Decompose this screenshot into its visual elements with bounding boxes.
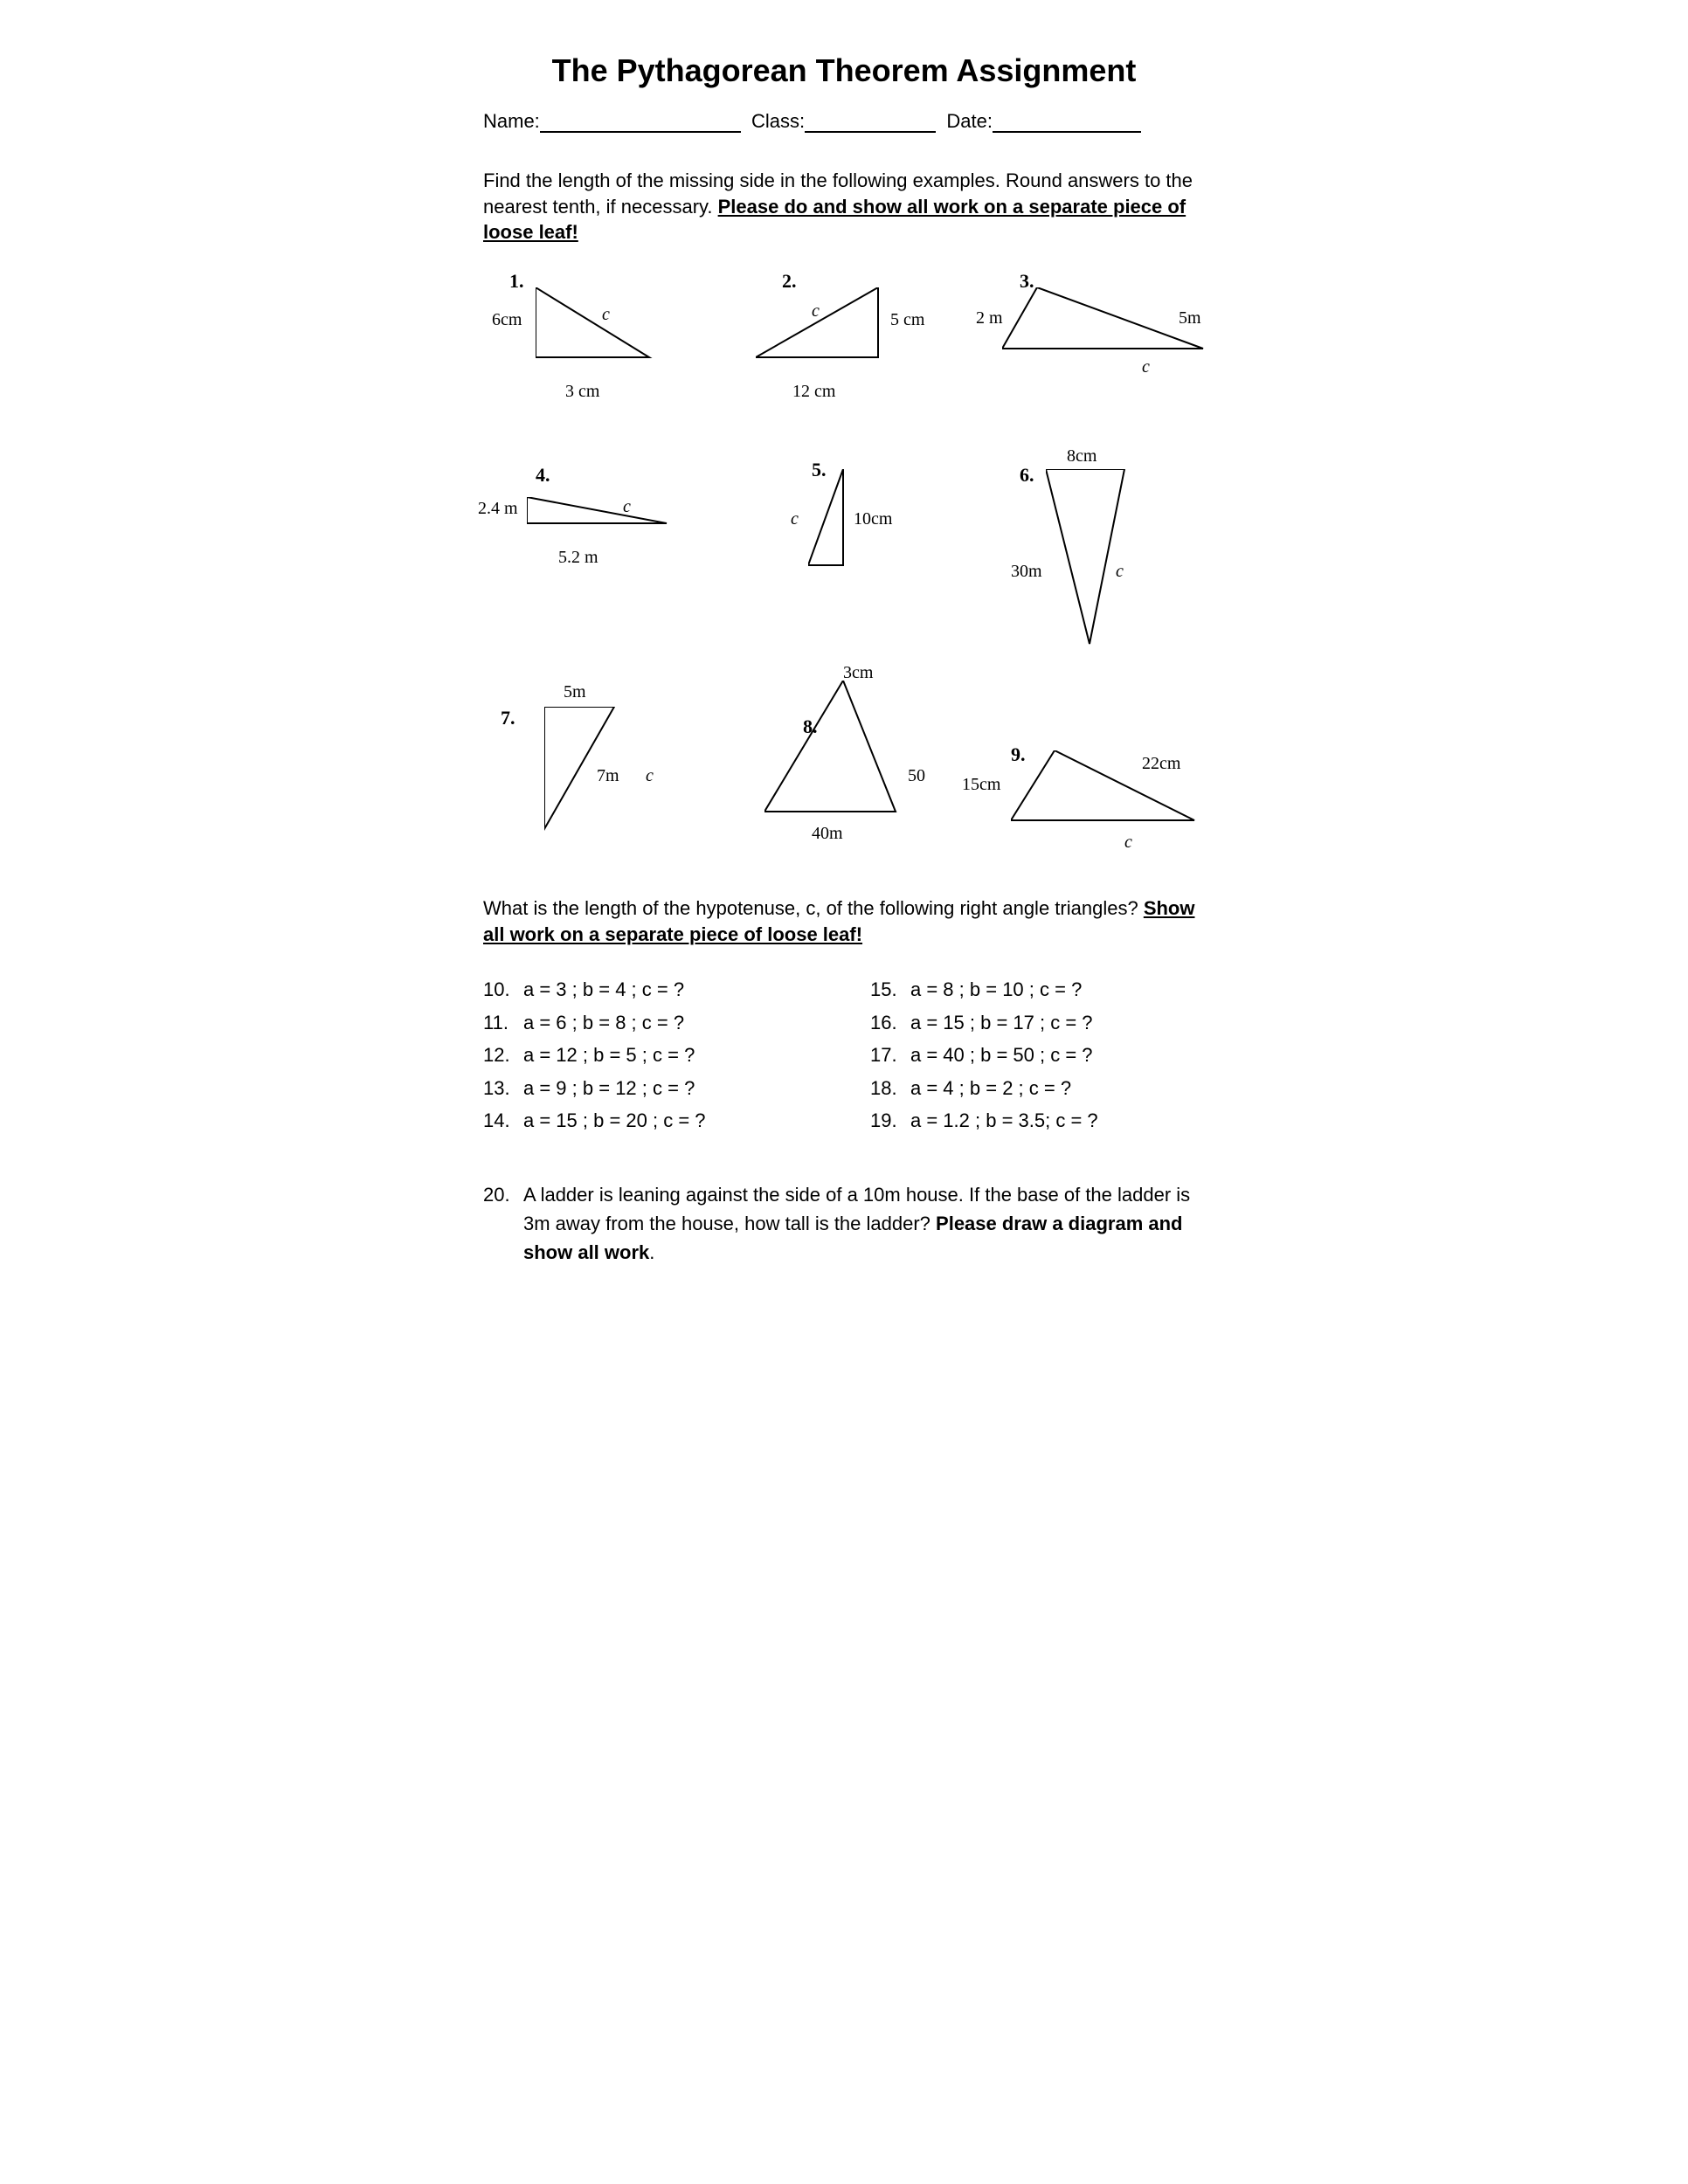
abc-row: 13.a = 9 ; b = 12 ; c = ? — [483, 1072, 818, 1104]
abc-left-column: 10.a = 3 ; b = 4 ; c = ?11.a = 6 ; b = 8… — [483, 973, 818, 1137]
triangle-number: 4. — [536, 464, 550, 487]
triangle-label: c — [623, 497, 631, 517]
class-label: Class: — [751, 110, 805, 132]
triangle-label: c — [646, 766, 654, 786]
abc-row-text: a = 3 ; b = 4 ; c = ? — [523, 973, 684, 1006]
abc-row: 12.a = 12 ; b = 5 ; c = ? — [483, 1039, 818, 1071]
triangle-svg — [527, 497, 675, 532]
triangle-label: 12 cm — [792, 382, 835, 402]
date-label: Date: — [946, 110, 993, 132]
word-problem: 20. A ladder is leaning against the side… — [483, 1180, 1205, 1267]
triangle-label: c — [1124, 833, 1132, 853]
triangle-cell-1: 1. 6cm c 3 cm — [483, 270, 712, 445]
abc-row-number: 19. — [870, 1104, 910, 1137]
abc-row-number: 10. — [483, 973, 523, 1006]
abc-row-number: 14. — [483, 1104, 523, 1137]
triangle-cell-6: 6.8cm30mc — [976, 453, 1205, 663]
triangle-cell-4: 4.2.4 mc5.2 m — [483, 453, 712, 628]
triangle-cell-7: 7. 5m 7m c — [483, 672, 712, 864]
triangle-label: 2 m — [976, 308, 1003, 328]
abc-row: 15.a = 8 ; b = 10 ; c = ? — [870, 973, 1205, 1006]
date-blank[interactable] — [993, 131, 1141, 133]
abc-row: 14.a = 15 ; b = 20 ; c = ? — [483, 1104, 818, 1137]
word-problem-text: A ladder is leaning against the side of … — [523, 1180, 1205, 1267]
abc-row: 19.a = 1.2 ; b = 3.5; c = ? — [870, 1104, 1205, 1137]
abc-row-text: a = 8 ; b = 10 ; c = ? — [910, 973, 1082, 1006]
triangle-label: c — [1142, 357, 1150, 377]
triangle-label: 5.2 m — [558, 548, 598, 568]
name-blank[interactable] — [540, 131, 741, 133]
abc-row-number: 15. — [870, 973, 910, 1006]
triangle-label: 3 cm — [565, 382, 599, 402]
triangle-svg — [764, 681, 904, 820]
triangle-cell-5: 5.c10cm — [730, 453, 958, 628]
triangle-number: 1. — [509, 270, 524, 293]
triangle-label: 22cm — [1142, 754, 1180, 774]
triangle-label: 6cm — [492, 310, 522, 330]
triangle-label: 30m — [1011, 562, 1042, 582]
triangle-label: 5m — [564, 682, 586, 702]
triangle-label: 40m — [812, 824, 843, 844]
abc-row-number: 11. — [483, 1006, 523, 1039]
abc-row-text: a = 40 ; b = 50 ; c = ? — [910, 1039, 1093, 1071]
page-title: The Pythagorean Theorem Assignment — [483, 52, 1205, 89]
abc-row-text: a = 1.2 ; b = 3.5; c = ? — [910, 1104, 1098, 1137]
triangle-label: 5 cm — [890, 310, 924, 330]
abc-row-number: 16. — [870, 1006, 910, 1039]
triangle-svg — [1046, 469, 1133, 653]
triangle-label: 50 — [908, 766, 925, 786]
triangle-cell-2: 2.c5 cm12 cm — [730, 270, 958, 445]
abc-row-number: 13. — [483, 1072, 523, 1104]
abc-row: 10.a = 3 ; b = 4 ; c = ? — [483, 973, 818, 1006]
abc-row: 11.a = 6 ; b = 8 ; c = ? — [483, 1006, 818, 1039]
abc-row-number: 12. — [483, 1039, 523, 1071]
worksheet-page: The Pythagorean Theorem Assignment Name:… — [422, 0, 1266, 1319]
triangle-label: 8cm — [1067, 446, 1097, 467]
triangle-label: c — [602, 305, 610, 325]
abc-row-text: a = 15 ; b = 20 ; c = ? — [523, 1104, 706, 1137]
triangle-cell-3: 3.2 m5mc — [976, 270, 1205, 445]
abc-row-number: 17. — [870, 1039, 910, 1071]
abc-row-text: a = 4 ; b = 2 ; c = ? — [910, 1072, 1071, 1104]
triangle-number: 7. — [501, 707, 515, 729]
triangle-label: 7m — [597, 766, 619, 786]
triangle-label: 5m — [1179, 308, 1201, 328]
instructions-2: What is the length of the hypotenuse, c,… — [483, 895, 1205, 947]
abc-right-column: 15.a = 8 ; b = 10 ; c = ?16.a = 15 ; b =… — [870, 973, 1205, 1137]
triangle-cell-8: 8.3cm5040m — [730, 672, 958, 864]
abc-row-text: a = 15 ; b = 17 ; c = ? — [910, 1006, 1093, 1039]
triangle-label: c — [812, 301, 820, 321]
triangle-svg — [808, 469, 852, 574]
triangle-label: 3cm — [843, 663, 873, 683]
triangle-label: 10cm — [854, 509, 892, 529]
triangle-number: 6. — [1020, 464, 1034, 487]
instructions-2-text: What is the length of the hypotenuse, c,… — [483, 897, 1144, 919]
triangle-cell-9: 9.15cm22cmc — [976, 672, 1205, 864]
abc-row-number: 18. — [870, 1072, 910, 1104]
abc-row: 18.a = 4 ; b = 2 ; c = ? — [870, 1072, 1205, 1104]
abc-row: 16.a = 15 ; b = 17 ; c = ? — [870, 1006, 1205, 1039]
word-problem-num: 20. — [483, 1180, 523, 1267]
triangle-label: 2.4 m — [478, 499, 518, 519]
triangle-svg — [536, 287, 658, 366]
abc-row: 17.a = 40 ; b = 50 ; c = ? — [870, 1039, 1205, 1071]
instructions-1: Find the length of the missing side in t… — [483, 168, 1205, 245]
triangle-label: c — [1116, 562, 1124, 582]
class-blank[interactable] — [805, 131, 936, 133]
abc-row-text: a = 6 ; b = 8 ; c = ? — [523, 1006, 684, 1039]
triangle-svg — [756, 287, 887, 366]
triangle-label: c — [791, 509, 799, 529]
abc-problem-list: 10.a = 3 ; b = 4 ; c = ?11.a = 6 ; b = 8… — [483, 973, 1205, 1137]
student-info-line: Name: Class: Date: — [483, 110, 1205, 133]
abc-row-text: a = 12 ; b = 5 ; c = ? — [523, 1039, 695, 1071]
abc-row-text: a = 9 ; b = 12 ; c = ? — [523, 1072, 695, 1104]
triangles-grid: 1.6cmc3 cm2.c5 cm12 cm3.2 m5mc4.2.4 mc5.… — [483, 270, 1205, 864]
name-label: Name: — [483, 110, 540, 132]
triangle-label: 15cm — [962, 775, 1000, 795]
